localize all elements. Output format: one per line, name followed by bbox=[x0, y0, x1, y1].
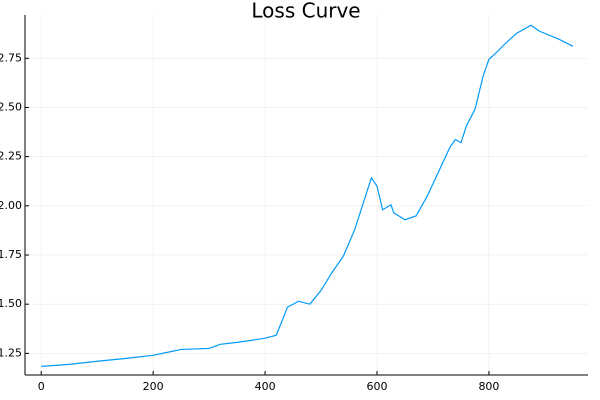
y-tick-label: 1.25 bbox=[0, 346, 22, 359]
y-tick-label: 2.50 bbox=[0, 100, 22, 113]
x-tick-label: 800 bbox=[478, 380, 499, 393]
x-tick-label: 0 bbox=[38, 380, 45, 393]
x-tick-label: 600 bbox=[367, 380, 388, 393]
x-tick-label: 200 bbox=[143, 380, 164, 393]
y-tick-label: 2.75 bbox=[0, 51, 22, 64]
x-tick-label: 400 bbox=[255, 380, 276, 393]
y-tick-label: 2.00 bbox=[0, 199, 22, 212]
chart-title: Loss Curve bbox=[251, 0, 360, 23]
y-tick-label: 1.75 bbox=[0, 248, 22, 261]
y-tick-label: 2.25 bbox=[0, 150, 22, 163]
line bbox=[41, 24, 574, 367]
y-tick-label: 1.50 bbox=[0, 297, 22, 310]
